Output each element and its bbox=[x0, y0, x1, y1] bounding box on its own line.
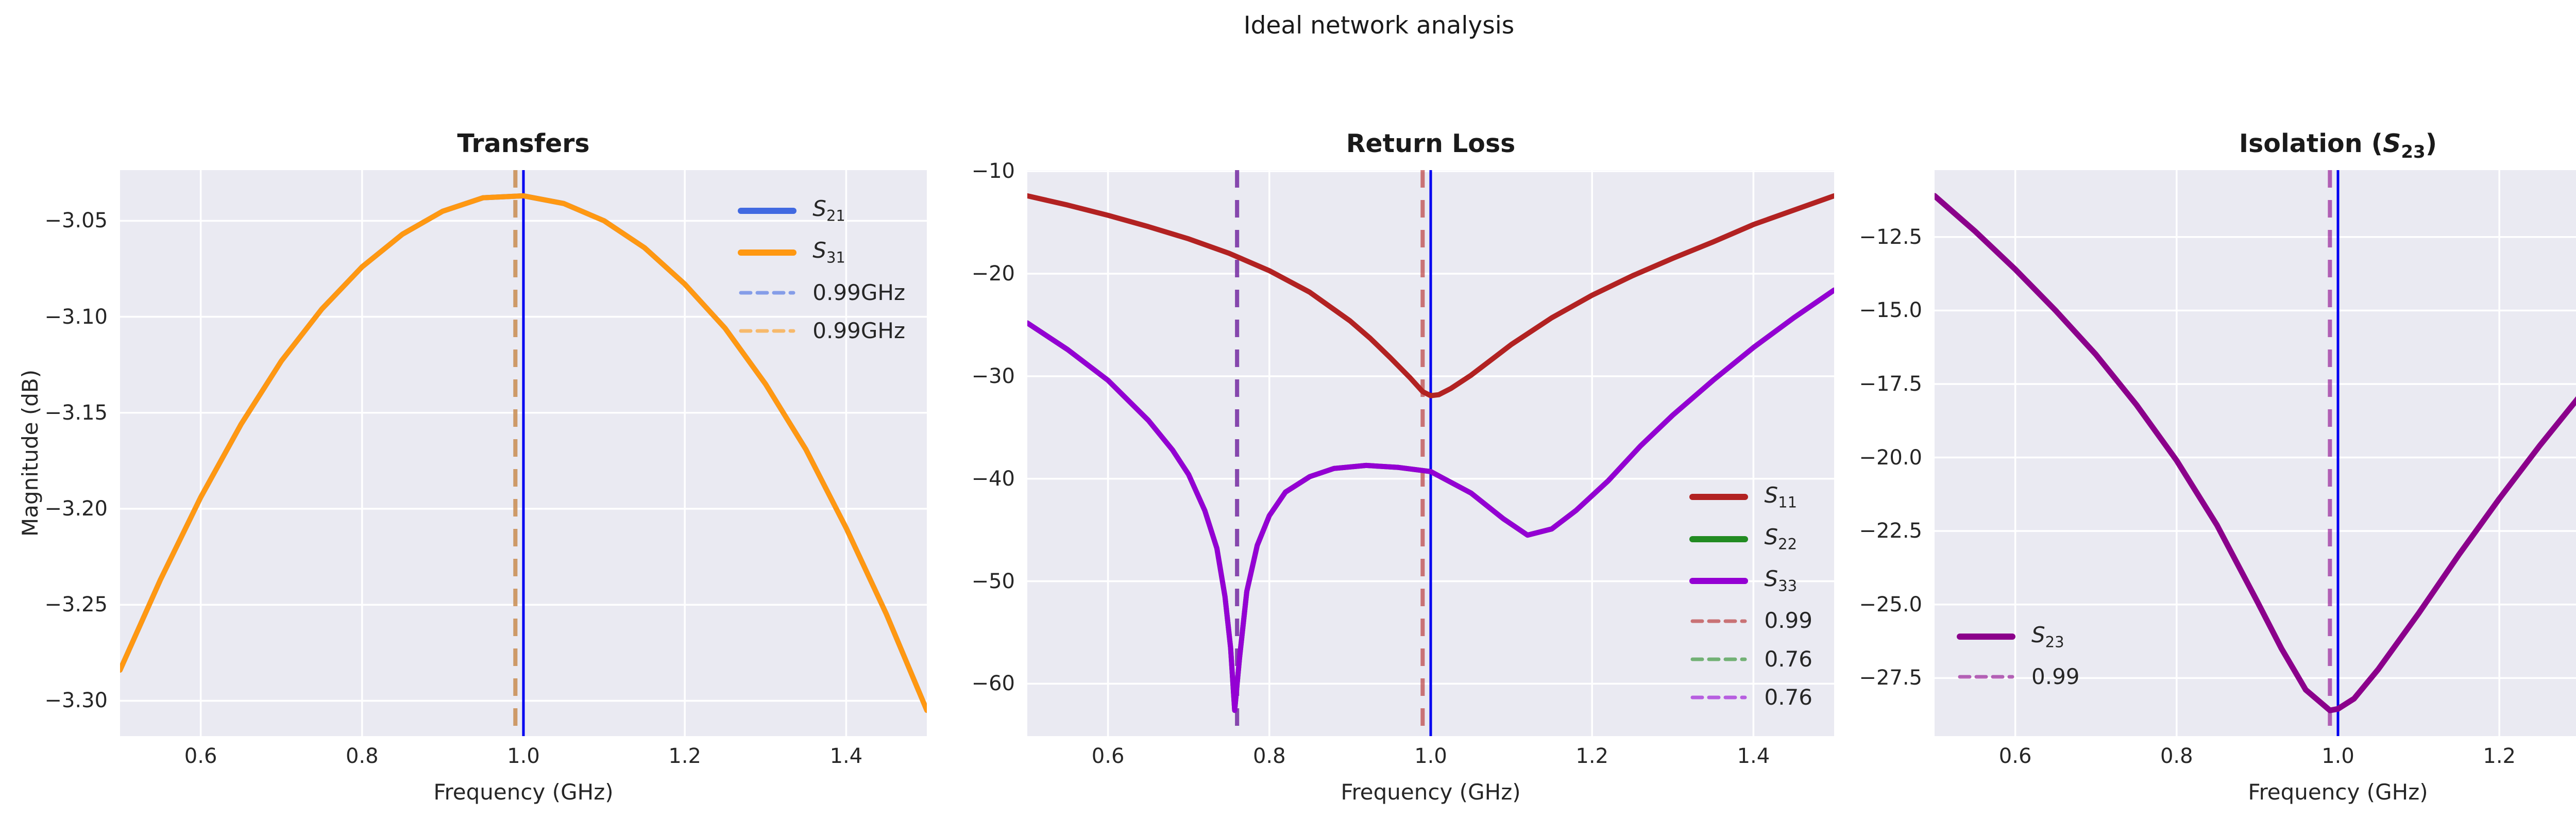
y-tick-label: −17.5 bbox=[1859, 372, 1922, 396]
legend-label: 0.76 bbox=[1764, 646, 1812, 672]
plot-area bbox=[1027, 170, 1834, 736]
x-tick-label: 0.6 bbox=[1091, 744, 1125, 768]
y-tick-label: −60 bbox=[971, 672, 1015, 696]
series-S31 bbox=[120, 193, 927, 713]
y-tick-label: −12.5 bbox=[1859, 225, 1922, 249]
legend-item: 0.99 bbox=[1956, 663, 2080, 689]
legend-label: 0.99 bbox=[1764, 608, 1812, 634]
legend-line-swatch-icon bbox=[1958, 675, 2014, 679]
y-tick-label: −20 bbox=[971, 262, 1015, 286]
legend-item: S11 bbox=[1689, 482, 1812, 511]
subplot-isolation: Isolation (S23) Frequency (GHz) S23 0.99 … bbox=[1859, 129, 2576, 805]
legend-line-swatch-icon bbox=[1689, 494, 1749, 501]
x-axis-label: Frequency (GHz) bbox=[2248, 779, 2428, 805]
legend-item: 0.76 bbox=[1689, 647, 1812, 671]
x-tick-label: 0.8 bbox=[345, 744, 379, 768]
subplot-title: Isolation (S23) bbox=[2239, 129, 2437, 162]
plot-area bbox=[120, 170, 927, 736]
legend-label: 0.99GHz bbox=[812, 279, 905, 305]
legend-label: S23 bbox=[2031, 622, 2064, 651]
x-tick-label: 0.8 bbox=[2160, 744, 2193, 768]
legend-line-swatch-icon bbox=[1957, 634, 2015, 640]
legend-line-swatch-icon bbox=[1689, 577, 1749, 584]
legend-label: S31 bbox=[812, 238, 845, 267]
subplot-title: Transfers bbox=[457, 129, 590, 158]
legend-line-swatch-icon bbox=[1690, 619, 1747, 623]
x-tick-label: 1.4 bbox=[829, 744, 863, 768]
legend-line-swatch-icon bbox=[739, 329, 795, 333]
legend-item: 0.99GHz bbox=[737, 319, 905, 343]
y-tick-label: −3.25 bbox=[44, 593, 108, 617]
y-tick-label: −40 bbox=[971, 467, 1015, 491]
legend-line-swatch-icon bbox=[738, 207, 797, 214]
legend-label: S11 bbox=[1764, 482, 1798, 511]
legend-item: 0.76 bbox=[1689, 684, 1812, 710]
y-tick-label: −27.5 bbox=[1859, 666, 1922, 690]
legend-line-swatch-icon bbox=[1689, 536, 1749, 542]
x-axis-label: Frequency (GHz) bbox=[1341, 779, 1521, 805]
legend-label: 0.99GHz bbox=[812, 318, 905, 343]
legend-line-swatch-icon bbox=[738, 249, 797, 256]
y-tick-label: −3.10 bbox=[44, 305, 108, 329]
legend-item: S33 bbox=[1689, 567, 1812, 594]
plot-background bbox=[1935, 170, 2576, 736]
x-tick-label: 1.0 bbox=[507, 744, 540, 768]
x-tick-label: 0.6 bbox=[184, 744, 217, 768]
legend-item: S21 bbox=[737, 196, 905, 225]
subplot-title: Return Loss bbox=[1346, 129, 1516, 158]
y-tick-label: −15.0 bbox=[1859, 298, 1922, 323]
series-S11 bbox=[1027, 193, 1834, 398]
x-tick-label: 1.2 bbox=[1575, 744, 1608, 768]
y-tick-label: −20.0 bbox=[1859, 445, 1922, 470]
y-tick-label: −3.15 bbox=[44, 401, 108, 425]
legend: S23 0.99 bbox=[1956, 623, 2080, 689]
legend-item: 0.99GHz bbox=[737, 279, 905, 305]
series-S23 bbox=[1935, 193, 2576, 713]
y-tick-label: −3.20 bbox=[44, 497, 108, 521]
x-tick-label: 1.4 bbox=[1737, 744, 1770, 768]
subplot-transfers: Transfers Magnitude (dB) Frequency (GHz)… bbox=[18, 129, 927, 805]
series-S33 bbox=[1027, 287, 1834, 713]
legend-line-swatch-icon bbox=[739, 291, 795, 295]
plot-area bbox=[1935, 170, 2576, 736]
subplot-return-loss: Return Loss Frequency (GHz) S11 S22 S33 0.9… bbox=[972, 129, 1834, 805]
y-tick-label: −50 bbox=[971, 569, 1015, 593]
legend-label: S33 bbox=[1764, 566, 1798, 595]
legend-label: 0.99 bbox=[2031, 663, 2080, 689]
y-tick-label: −25.0 bbox=[1859, 592, 1922, 617]
legend-item: 0.99 bbox=[1689, 609, 1812, 632]
legend-item: S31 bbox=[737, 239, 905, 266]
y-tick-label: −22.5 bbox=[1859, 519, 1922, 543]
legend-line-swatch-icon bbox=[1690, 695, 1747, 700]
x-tick-label: 0.8 bbox=[1252, 744, 1286, 768]
x-tick-label: 0.6 bbox=[1998, 744, 2032, 768]
legend: S11 S22 S33 0.99 0.76 0.76 bbox=[1689, 482, 1812, 710]
y-tick-label: −30 bbox=[971, 364, 1015, 388]
figure-suptitle: Ideal network analysis bbox=[1243, 11, 1515, 40]
y-tick-label: −10 bbox=[971, 159, 1015, 184]
y-tick-label: −3.30 bbox=[44, 689, 108, 713]
legend-item: S22 bbox=[1689, 525, 1812, 553]
legend-label: 0.76 bbox=[1764, 684, 1812, 710]
legend-label: S21 bbox=[812, 196, 845, 225]
legend: S21 S31 0.99GHz 0.99GHz bbox=[737, 196, 905, 343]
x-tick-label: 1.0 bbox=[1414, 744, 1447, 768]
y-tick-label: −3.05 bbox=[44, 209, 108, 233]
y-axis-label: Magnitude (dB) bbox=[18, 369, 43, 537]
x-tick-label: 1.0 bbox=[2321, 744, 2354, 768]
legend-label: S22 bbox=[1764, 524, 1798, 553]
x-axis-label: Frequency (GHz) bbox=[433, 779, 614, 805]
legend-line-swatch-icon bbox=[1690, 657, 1747, 661]
x-tick-label: 1.2 bbox=[2483, 744, 2516, 768]
x-tick-label: 1.2 bbox=[668, 744, 701, 768]
legend-item: S23 bbox=[1956, 623, 2080, 651]
